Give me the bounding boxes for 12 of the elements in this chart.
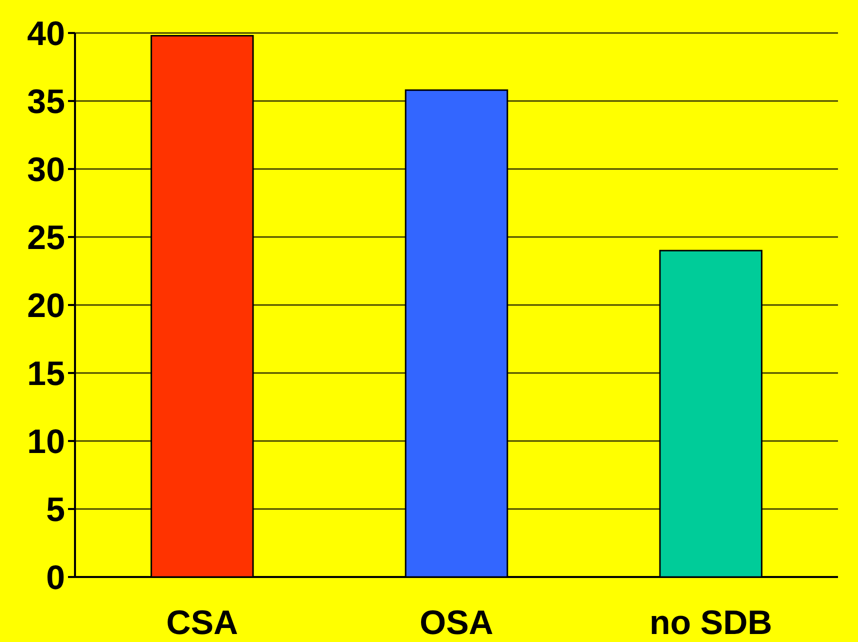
y-tick-label: 25 [27,218,65,257]
x-tick-label: OSA [420,604,494,642]
y-tick-label: 30 [27,150,65,189]
y-tick-label: 15 [27,354,65,393]
y-tick-label: 40 [27,14,65,53]
x-tick-label: CSA [166,604,238,642]
y-tick-label: 5 [46,490,65,529]
y-tick-label: 35 [27,82,65,121]
y-tick-label: 10 [27,422,65,461]
y-tick-label: 20 [27,286,65,325]
y-tick-label: 0 [46,558,65,597]
x-tick-label: no SDB [649,604,772,642]
